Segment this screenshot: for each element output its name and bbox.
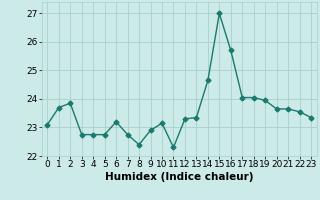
X-axis label: Humidex (Indice chaleur): Humidex (Indice chaleur) [105,172,253,182]
